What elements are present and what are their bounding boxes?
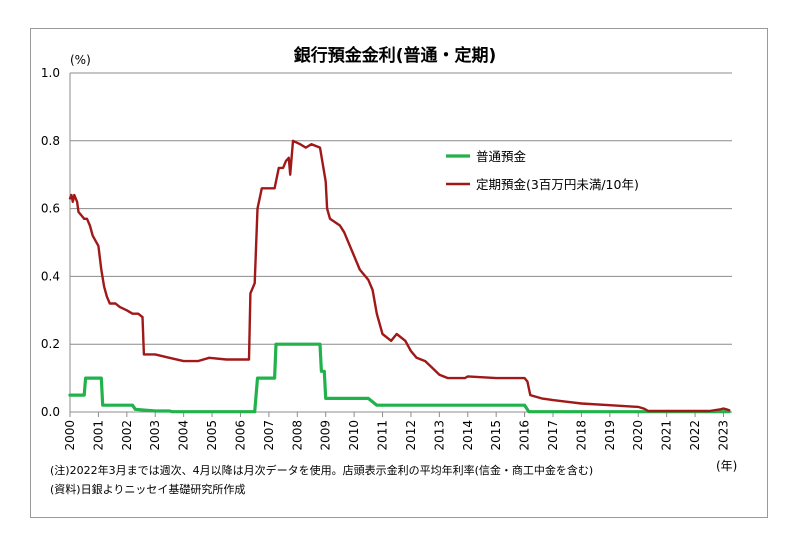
x-tick-label: 2010 <box>347 420 361 451</box>
y-tick-label: 1.0 <box>41 66 60 80</box>
x-tick-label: 2021 <box>660 420 674 451</box>
x-tick-label: 2016 <box>518 420 532 451</box>
footnote-source: (資料)日銀よりニッセイ基礎研究所作成 <box>50 482 245 496</box>
x-tick-label: 2001 <box>91 420 105 451</box>
y-tick-label: 0.0 <box>41 405 60 419</box>
legend-label-ordinary-deposit: 普通預金 <box>476 149 527 164</box>
series-line-ordinary-deposit <box>68 342 731 414</box>
x-axis-unit-label: (年) <box>716 459 737 473</box>
x-tick-label: 2023 <box>716 420 730 451</box>
chart-frame <box>30 28 768 518</box>
footnote-note: (注)2022年3月までは週次、4月以降は月次データを使用。店頭表示金利の平均年… <box>50 463 593 477</box>
x-tick-label: 2009 <box>319 420 333 451</box>
x-tick-label: 2008 <box>290 420 304 451</box>
x-tick-label: 2005 <box>205 420 219 451</box>
legend-label-time-deposit: 定期預金(3百万円未満/10年) <box>476 177 639 192</box>
y-tick-label: 0.4 <box>41 269 60 283</box>
x-axis: 2000 2001 2002 2003 2004 2005 2006 2007 2008 2009… <box>63 412 730 451</box>
x-tick-label: 2011 <box>376 420 390 451</box>
x-tick-label: 2015 <box>489 420 503 451</box>
y-tick-label: 0.8 <box>41 134 60 148</box>
chart-title: 銀行預金金利(普通・定期) <box>294 45 497 66</box>
x-tick-label: 2004 <box>177 420 191 451</box>
x-tick-label: 2020 <box>631 420 645 451</box>
x-tick-label: 2012 <box>404 420 418 451</box>
plot-area <box>68 139 731 414</box>
y-tick-label: 0.2 <box>41 337 60 351</box>
x-tick-label: 2000 <box>63 420 77 451</box>
x-tick-label: 2013 <box>432 420 446 451</box>
y-axis: 1.0 0.8 0.6 0.4 0.2 0.0 <box>41 66 60 419</box>
x-tick-label: 2019 <box>603 420 617 451</box>
x-tick-label: 2017 <box>546 420 560 451</box>
x-tick-label: 2002 <box>120 420 134 451</box>
y-tick-label: 0.6 <box>41 202 60 216</box>
x-tick-label: 2022 <box>688 420 702 451</box>
x-tick-label: 2006 <box>233 420 247 451</box>
y-axis-unit-label: (%) <box>70 53 91 67</box>
x-tick-label: 2007 <box>262 420 276 451</box>
x-tick-label: 2018 <box>574 420 588 451</box>
grid-lines <box>69 72 732 413</box>
x-tick-label: 2003 <box>148 420 162 451</box>
x-tick-label: 2014 <box>461 420 475 451</box>
series-line-time-deposit <box>68 139 731 413</box>
